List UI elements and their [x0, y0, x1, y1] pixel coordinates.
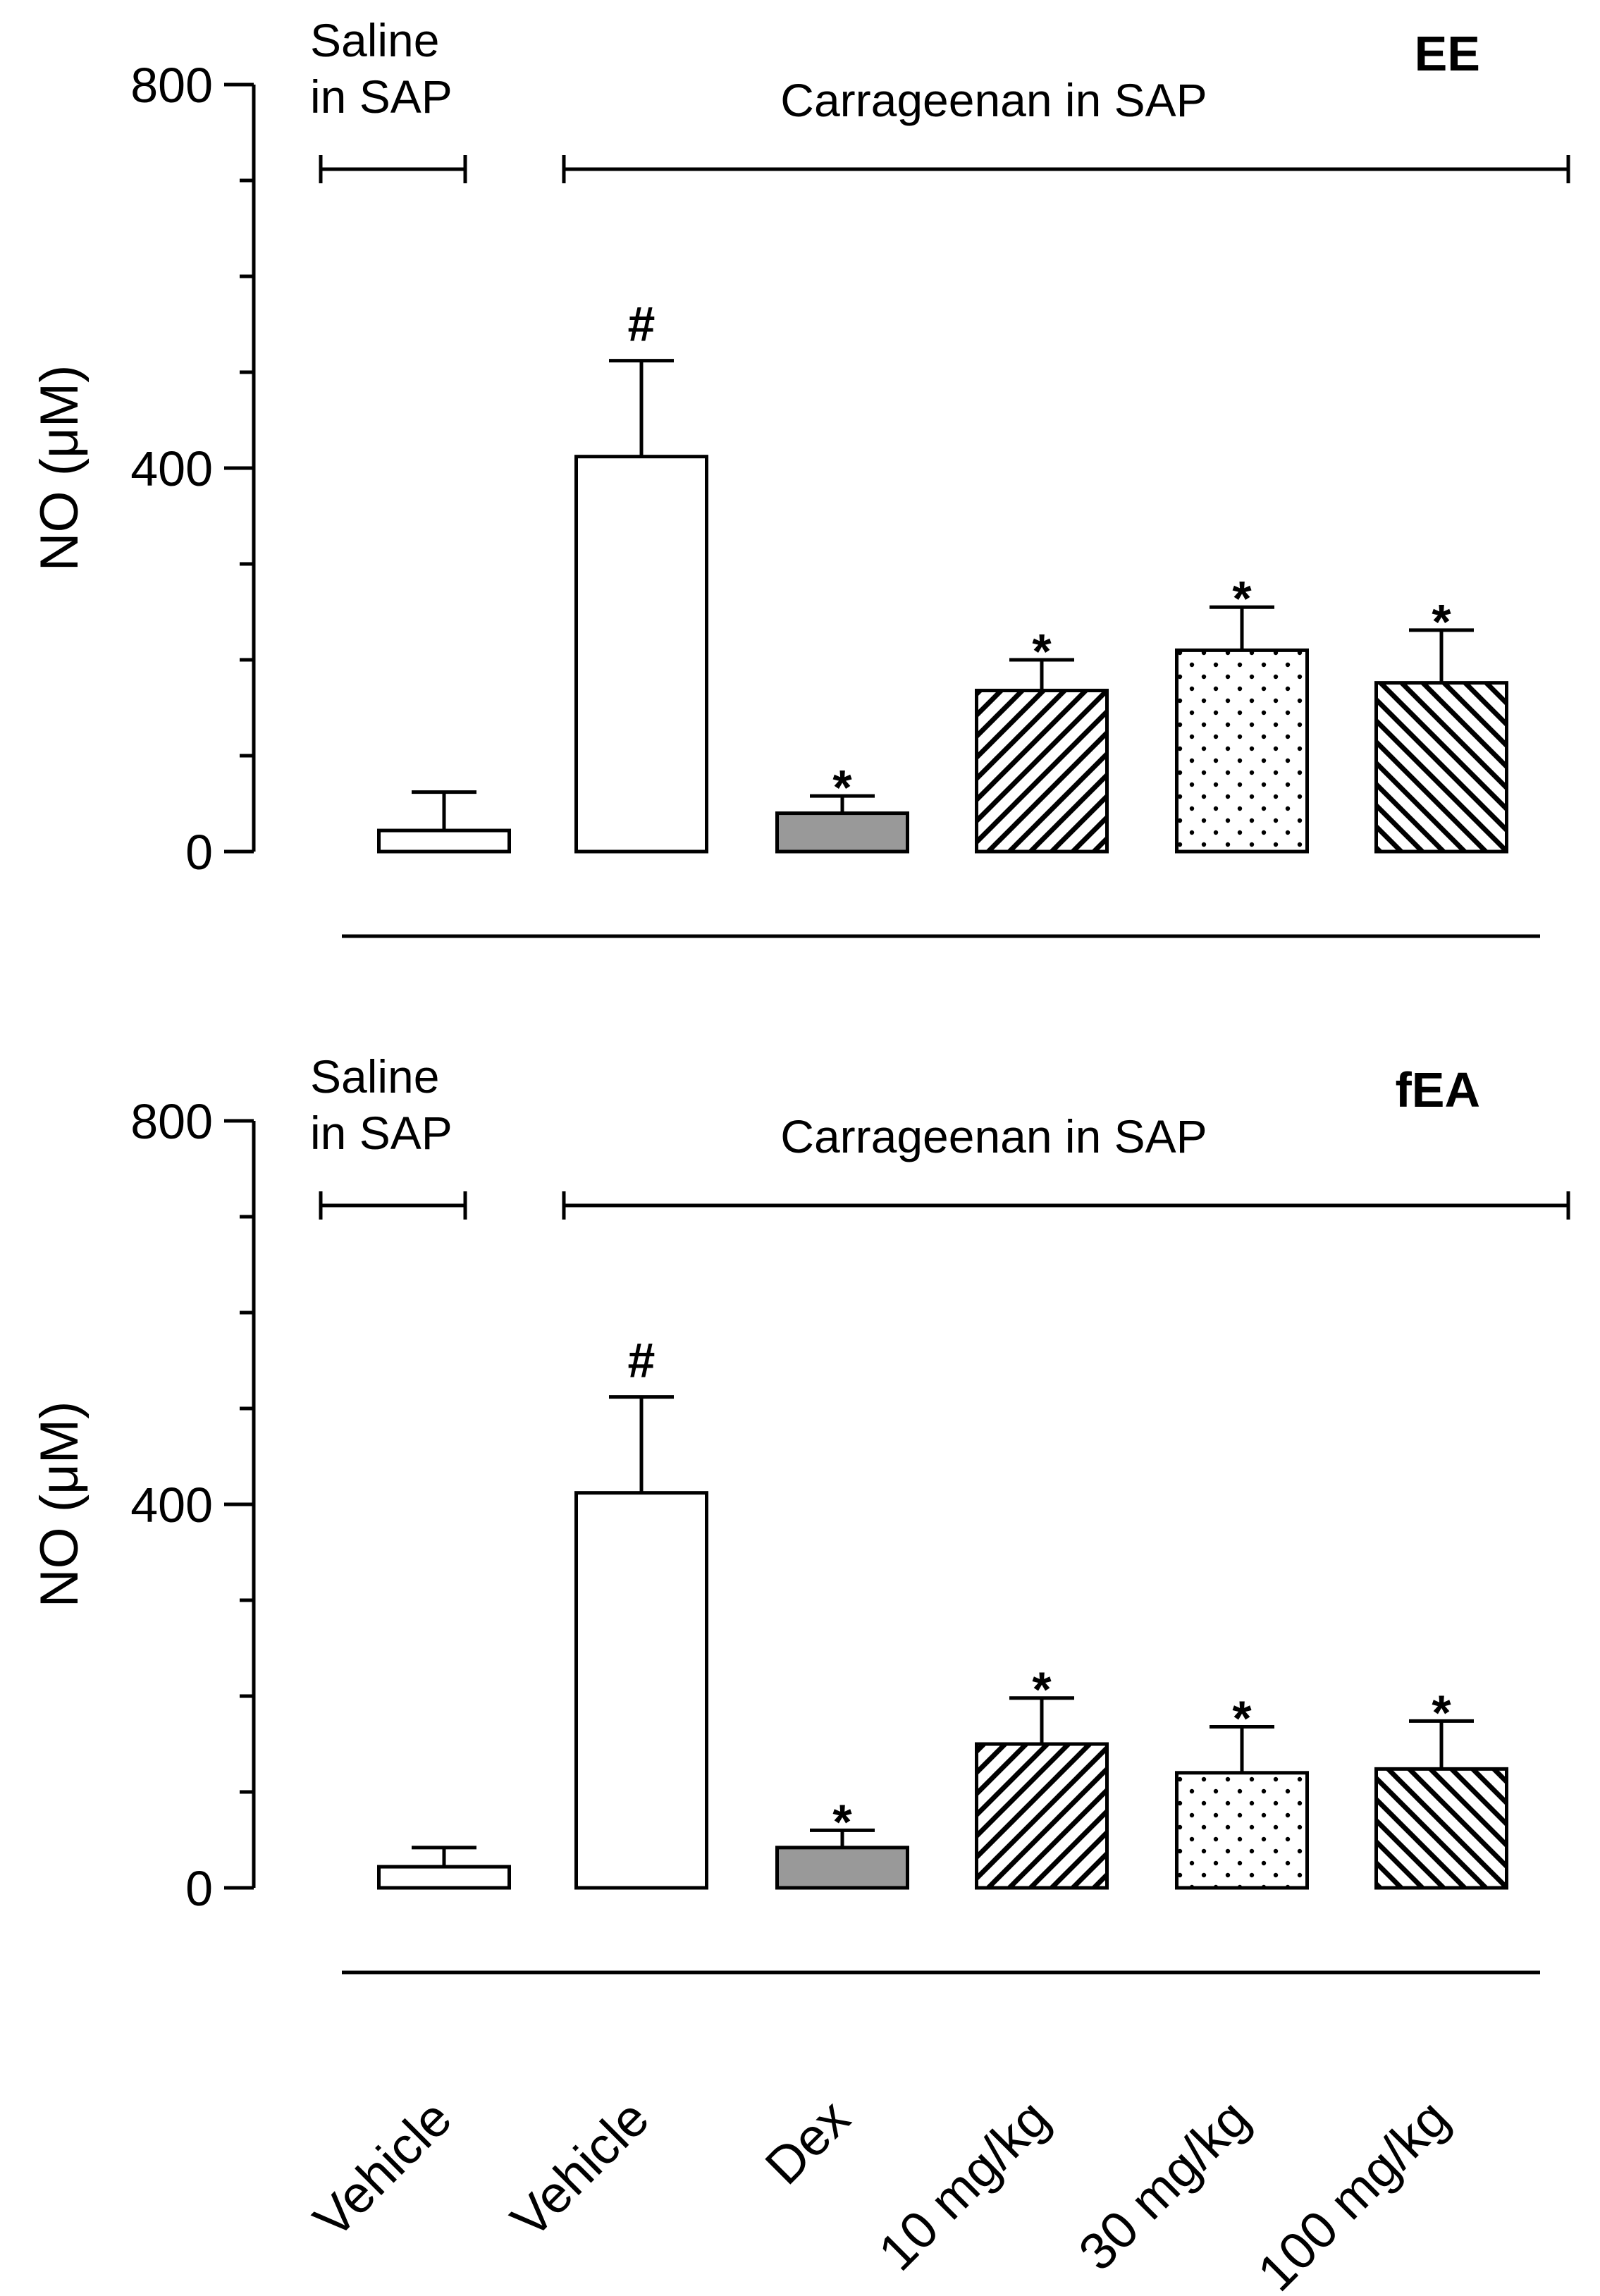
y-axis-title: NO (μM): [30, 365, 90, 572]
y-tick-label: 0: [185, 825, 213, 880]
saline-label-line2: in SAP: [310, 70, 453, 123]
significance-mark: *: [1432, 594, 1451, 649]
y-tick-label: 0: [185, 1861, 213, 1916]
significance-mark: *: [1232, 1691, 1252, 1746]
bar: [775, 811, 909, 854]
saline-label-line2: in SAP: [310, 1107, 453, 1159]
y-tick-label: 800: [130, 58, 213, 113]
saline-label-line1: Saline: [310, 14, 439, 66]
carrageenan-label: Carrageenan in SAP: [780, 74, 1207, 126]
y-tick-label: 400: [130, 1478, 213, 1533]
panel-title: EE: [1415, 26, 1480, 81]
category-label: Vehicle: [302, 2089, 462, 2249]
bar: [775, 1846, 909, 1890]
saline-label-line1: Saline: [310, 1050, 439, 1103]
category-label: 100 mg/kg: [1246, 2089, 1460, 2296]
significance-mark: *: [832, 1794, 852, 1849]
bar: [1175, 648, 1309, 854]
significance-mark: *: [1232, 571, 1252, 626]
significance-mark: *: [832, 760, 852, 815]
panel-title: fEA: [1395, 1062, 1480, 1117]
significance-mark: *: [1032, 624, 1052, 679]
bar: [377, 828, 511, 854]
bar: [574, 455, 708, 854]
category-label: Vehicle: [500, 2089, 660, 2249]
significance-mark: *: [1032, 1662, 1052, 1717]
y-tick-label: 800: [130, 1094, 213, 1149]
carrageenan-label: Carrageenan in SAP: [780, 1110, 1207, 1162]
bar: [1374, 681, 1508, 854]
y-axis-title: NO (μM): [30, 1401, 90, 1608]
significance-mark: #: [628, 297, 656, 352]
bar: [574, 1491, 708, 1890]
bar: [1374, 1767, 1508, 1890]
significance-mark: #: [628, 1333, 656, 1388]
category-label: Dex: [754, 2089, 861, 2196]
y-tick-label: 400: [130, 441, 213, 496]
bar: [377, 1865, 511, 1890]
bar: [975, 689, 1109, 854]
bar: [975, 1742, 1109, 1890]
category-label: 30 mg/kg: [1067, 2089, 1260, 2282]
category-label: 10 mg/kg: [867, 2089, 1060, 2282]
bar: [1175, 1771, 1309, 1890]
significance-mark: *: [1432, 1685, 1451, 1740]
